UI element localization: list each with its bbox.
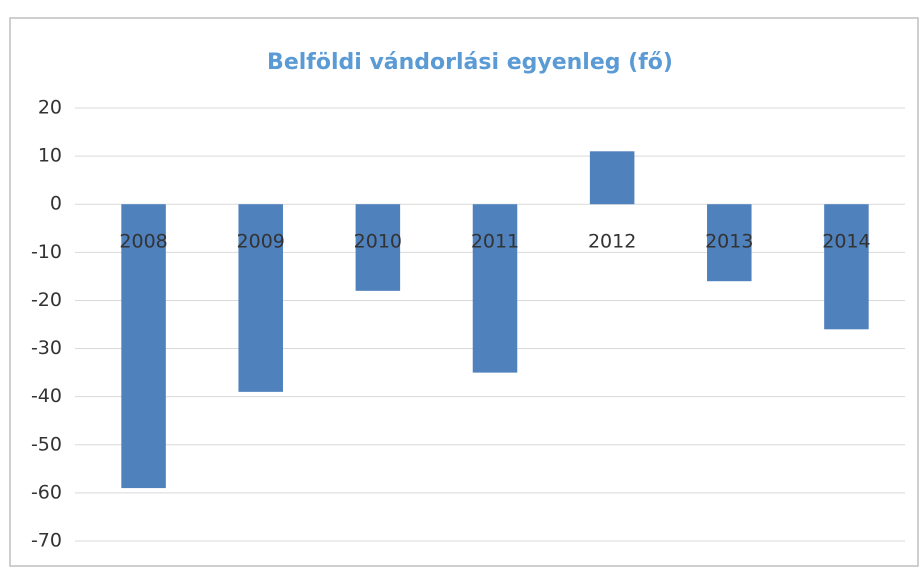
y-tick-label: -10 — [31, 241, 62, 263]
x-tick-label: 2014 — [822, 231, 870, 253]
x-tick-label: 2009 — [237, 231, 285, 253]
bar — [355, 204, 401, 291]
bar — [121, 204, 166, 489]
y-tick-label: -30 — [31, 337, 62, 359]
y-tick-label: -50 — [31, 433, 62, 455]
bar — [707, 204, 752, 282]
y-tick-label: 10 — [38, 145, 62, 167]
x-tick-label: 2012 — [588, 231, 636, 253]
x-tick-label: 2008 — [119, 231, 167, 253]
y-tick-label: 20 — [38, 97, 62, 119]
y-tick-label: -60 — [31, 481, 62, 503]
bar — [824, 204, 869, 330]
bar — [589, 151, 635, 205]
chart-title: Belföldi vándorlási egyenleg (fő) — [267, 50, 673, 75]
x-tick-label: 2010 — [354, 231, 402, 253]
y-tick-label: -40 — [31, 385, 62, 407]
bar — [472, 204, 518, 373]
x-tick-label: 2011 — [471, 231, 519, 253]
bar — [238, 204, 283, 392]
y-tick-label: -20 — [31, 289, 62, 311]
x-tick-label: 2013 — [705, 231, 753, 253]
y-tick-label: 0 — [50, 193, 62, 215]
y-tick-label: -70 — [31, 530, 62, 552]
